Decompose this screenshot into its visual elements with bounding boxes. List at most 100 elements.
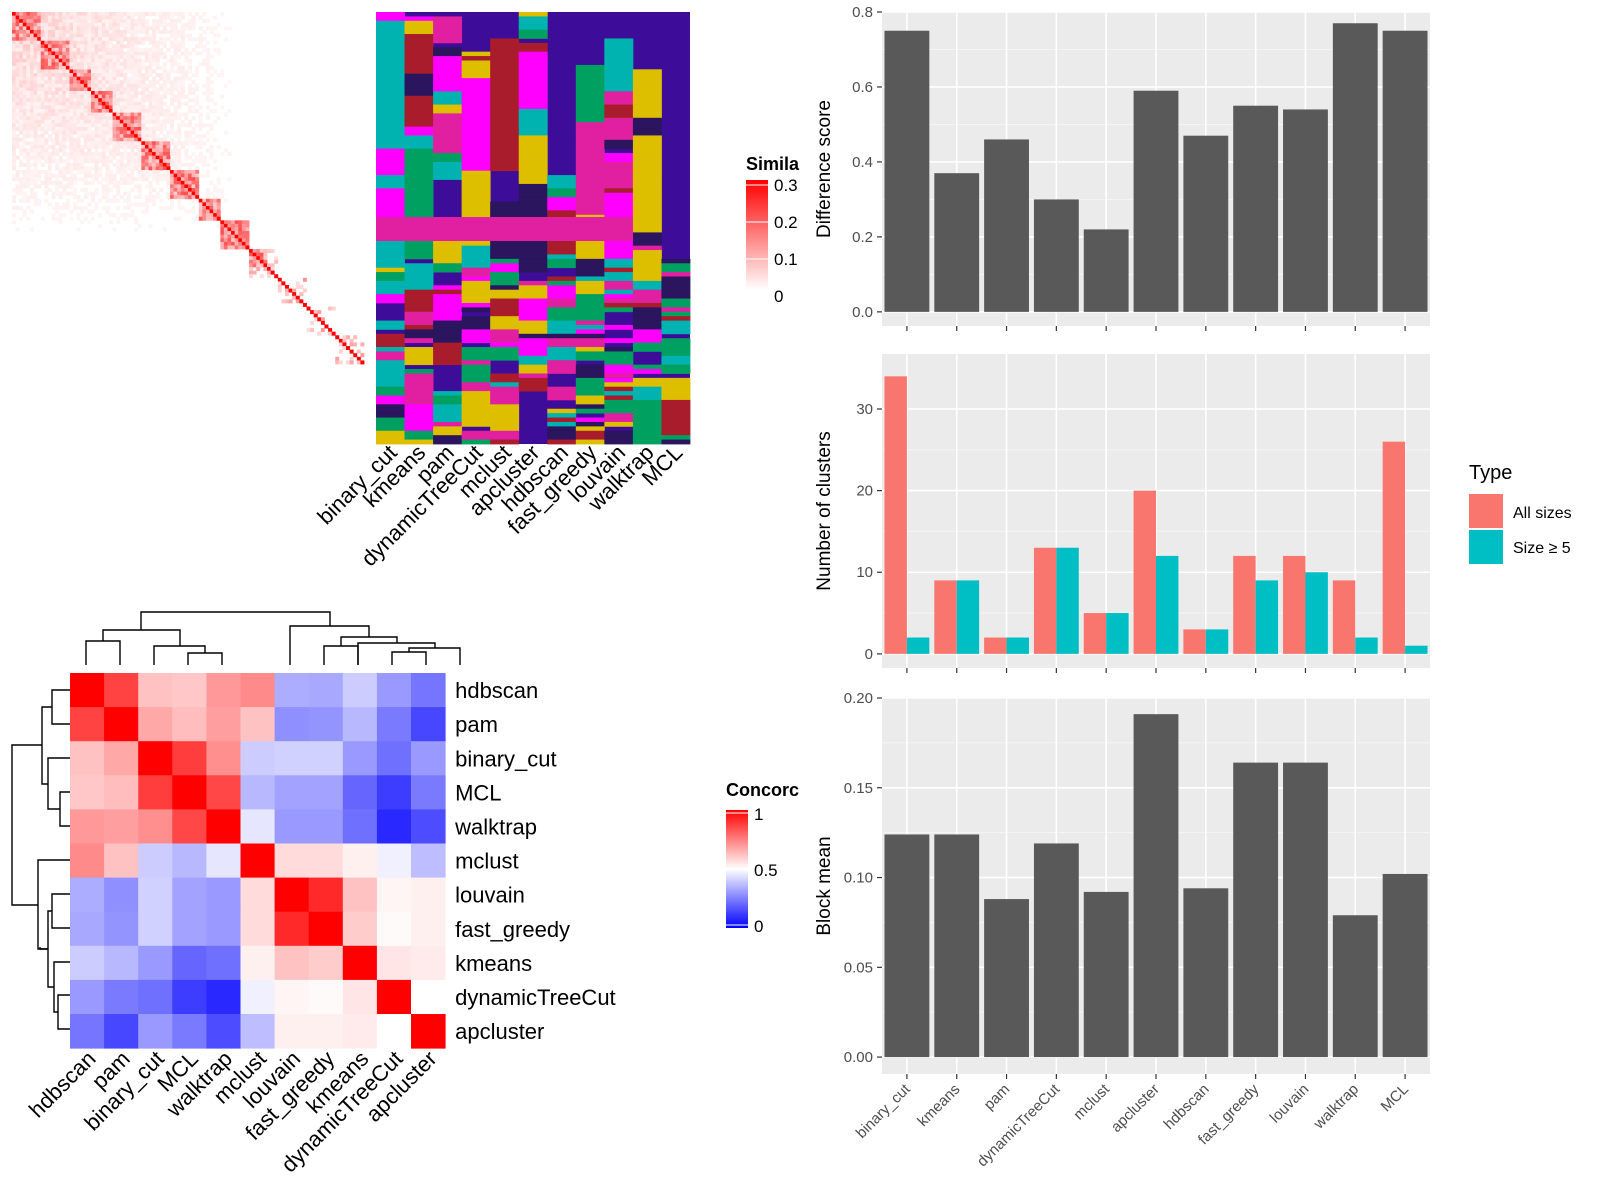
similarity-cell (216, 213, 221, 218)
cluster-cell (604, 408, 634, 414)
similarity-cell (166, 119, 171, 124)
similarity-cell (19, 73, 24, 78)
similarity-cell (263, 256, 268, 261)
concordance-legend: Concorc 1 0.5 0 (726, 780, 799, 936)
similarity-cell (126, 112, 131, 117)
similarity-cell (33, 195, 38, 200)
similarity-cell (144, 195, 149, 200)
cluster-cell (604, 47, 634, 53)
similarity-cell (209, 73, 214, 78)
similarity-cell (313, 317, 318, 322)
concordance-row-label: pam (455, 712, 498, 737)
similarity-cell (94, 134, 99, 139)
similarity-cell (73, 155, 78, 160)
similarity-cell (270, 249, 275, 254)
similarity-cell (159, 119, 164, 124)
similarity-cell (80, 123, 85, 128)
cluster-cell (575, 117, 605, 123)
similarity-cell (19, 101, 24, 106)
cluster-cell (604, 64, 634, 70)
concordance-cell (308, 877, 344, 913)
similarity-cell (76, 101, 81, 106)
similarity-cell (26, 101, 31, 106)
cluster-cell (518, 263, 548, 269)
similarity-cell (205, 202, 210, 207)
similarity-cell (310, 320, 315, 325)
similarity-cell (213, 209, 218, 214)
cluster-cell (575, 175, 605, 180)
similarity-cell (202, 44, 207, 49)
similarity-cell (87, 170, 92, 175)
similarity-cell (173, 58, 178, 63)
similarity-cell (126, 116, 131, 121)
cluster-cell (404, 404, 434, 410)
similarity-cell (188, 162, 192, 167)
similarity-cell (191, 80, 196, 85)
cluster-cell (490, 91, 520, 97)
concordance-cell (274, 843, 310, 879)
cluster-cell (632, 289, 662, 295)
similarity-cell (26, 108, 31, 113)
similarity-cell (94, 123, 99, 128)
similarity-cell (19, 40, 24, 45)
concordance-cell (411, 741, 446, 776)
similarity-cell (55, 94, 60, 99)
similarity-cell (141, 80, 146, 85)
similarity-cell (259, 252, 264, 257)
similarity-cell (58, 119, 63, 124)
similarity-cell (112, 69, 117, 74)
cluster-cell (433, 289, 463, 295)
cluster-cell (461, 329, 491, 335)
similarity-cell (51, 76, 56, 81)
cluster-cell (604, 351, 634, 357)
cluster-cell (604, 413, 634, 418)
similarity-cell (76, 195, 81, 200)
similarity-cell (162, 26, 167, 31)
similarity-cell (177, 177, 182, 182)
similarity-cell (116, 198, 121, 203)
similarity-cell (51, 119, 56, 124)
similarity-cell (55, 12, 60, 16)
similarity-cell (44, 170, 49, 175)
cluster-cell (490, 395, 520, 401)
similarity-cell (177, 126, 182, 131)
similarity-cell (26, 62, 31, 67)
similarity-cell (123, 205, 128, 210)
cluster-cell (575, 421, 605, 427)
similarity-cell (65, 40, 70, 45)
similarity-cell (137, 76, 142, 81)
similarity-cell (238, 227, 243, 232)
similarity-cell (155, 195, 160, 200)
similarity-cell (65, 98, 70, 103)
similarity-cell (223, 37, 228, 42)
cluster-cell (661, 285, 691, 291)
similarity-cell (162, 112, 167, 117)
cluster-cell (490, 373, 520, 379)
cluster-cell (604, 386, 634, 392)
similarity-cell (29, 29, 34, 34)
similarity-cell (188, 62, 192, 67)
cluster-cell (490, 342, 520, 348)
cluster-cell (404, 135, 434, 141)
cluster-cell (376, 104, 405, 110)
similarity-cell (51, 123, 56, 128)
similarity-cell (26, 152, 31, 157)
similarity-cell (177, 80, 182, 85)
similarity-cell (94, 12, 99, 16)
similarity-cell (33, 29, 38, 34)
similarity-cell (335, 335, 340, 340)
similarity-cell (58, 12, 63, 16)
similarity-cell (40, 83, 45, 88)
cluster-cell (490, 144, 520, 150)
similarity-cell (148, 141, 153, 146)
similarity-cell (76, 29, 81, 34)
similarity-cell (231, 231, 236, 236)
similarity-cell (123, 177, 128, 182)
similarity-cell (148, 108, 153, 113)
cluster-cell (547, 197, 577, 202)
similarity-cell (65, 44, 70, 49)
similarity-cell (58, 126, 63, 131)
similarity-cell (76, 155, 81, 160)
similarity-cell (349, 338, 354, 343)
